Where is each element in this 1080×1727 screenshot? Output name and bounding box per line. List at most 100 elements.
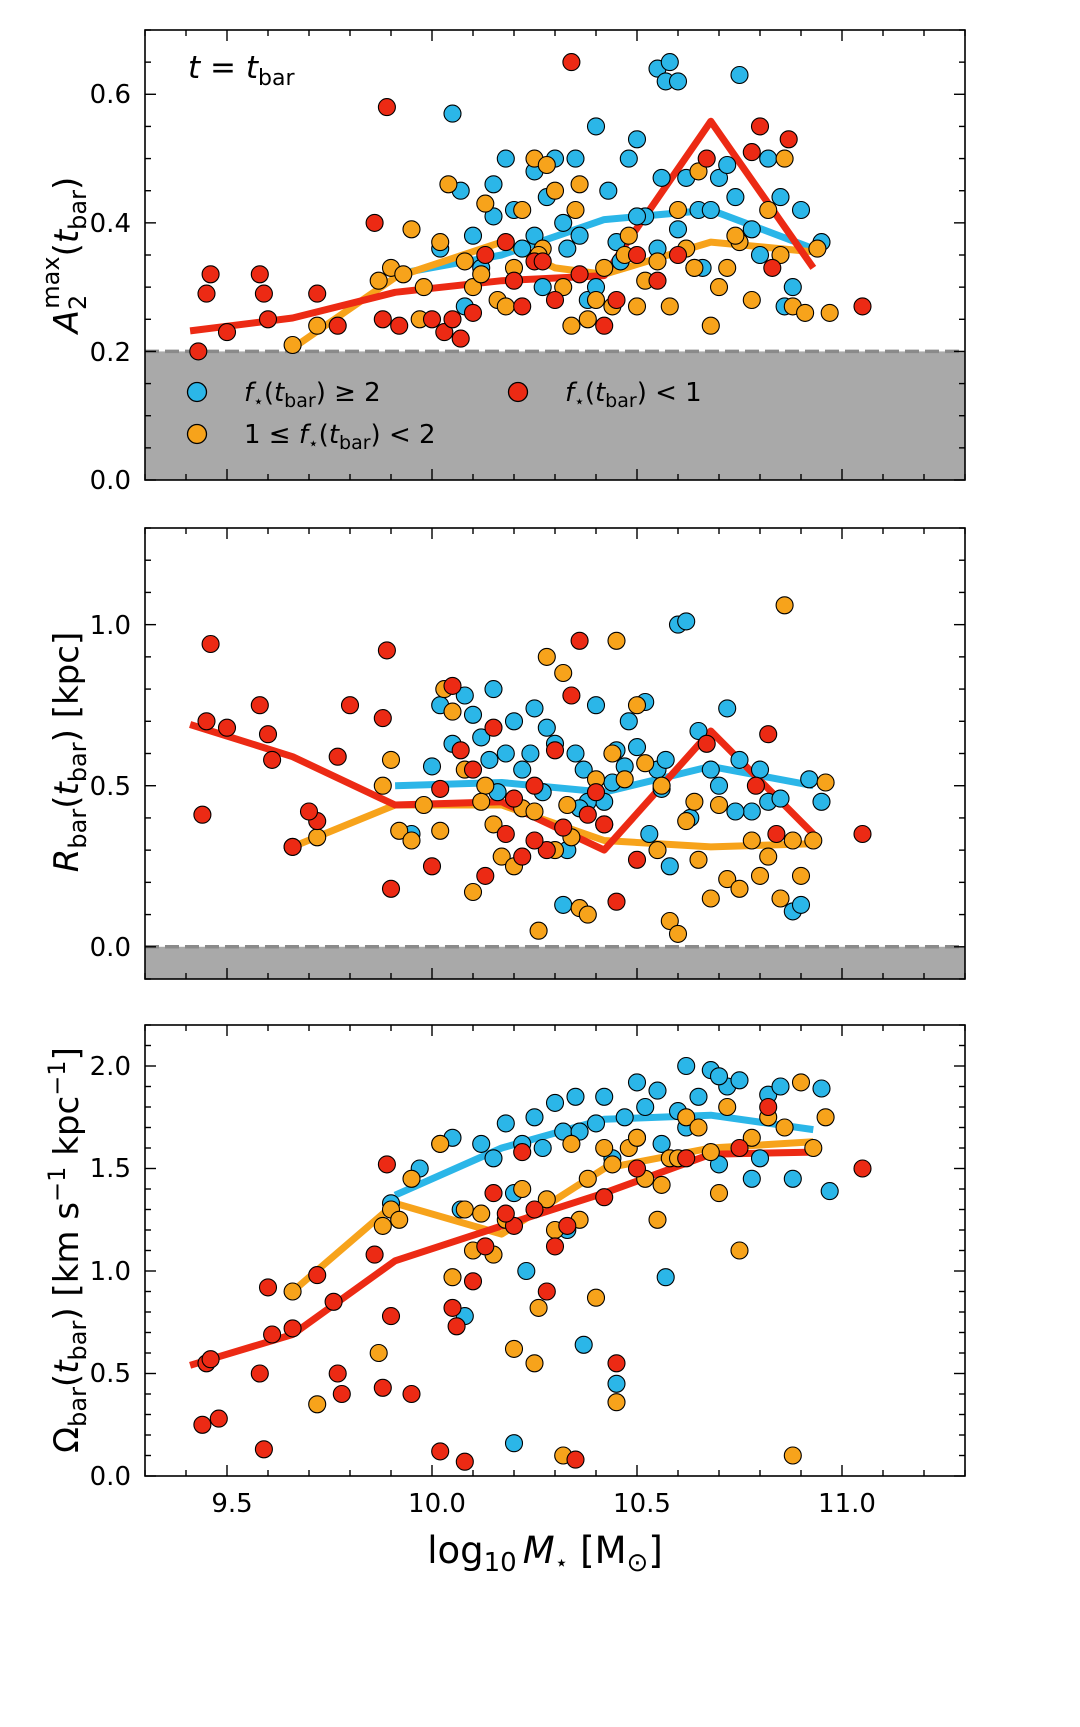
scatter-point-mid (677, 812, 696, 831)
scatter-point-high (783, 1169, 802, 1188)
tick-marks (144, 1024, 966, 1477)
scatter-point-mid (496, 297, 515, 316)
scatter-point-mid (750, 866, 770, 885)
scatter-point-mid (537, 155, 556, 175)
scatter-point-mid (443, 1268, 462, 1287)
scatter-point-mid (615, 770, 634, 789)
scatter-point-mid (369, 271, 388, 290)
y-axis-label: Rbar(tbar) [kpc] (47, 632, 92, 872)
scatter-point-low (435, 323, 454, 342)
scatter-point-mid (578, 905, 597, 924)
scatter-point-high (472, 728, 491, 747)
scatter-point-mid (668, 924, 688, 943)
scatter-point-low (476, 1237, 495, 1256)
scatter-point-high (627, 1073, 647, 1092)
scatter-point-high (656, 750, 675, 769)
scatter-point-mid (771, 245, 790, 265)
scatter-point-mid (562, 316, 581, 335)
scatter-point-high (496, 1114, 515, 1133)
scatter-point-mid (627, 297, 647, 316)
scatter-point-mid (648, 841, 667, 860)
scatter-point-mid (525, 1354, 544, 1373)
scatter-point-low (201, 1350, 220, 1369)
scatter-point-low (328, 316, 347, 335)
scatter-point-low (607, 892, 626, 911)
scatter-point-mid (390, 821, 409, 840)
scatter-point-high (607, 1374, 626, 1393)
scatter-point-low (197, 284, 216, 303)
scatter-point-mid (648, 252, 667, 271)
scatter-point-high (484, 680, 503, 699)
scatter-point-low (263, 750, 282, 769)
scatter-point-low (648, 271, 667, 290)
scatter-point-high (709, 168, 729, 187)
scatter-point-low (402, 1384, 421, 1404)
scatter-point-mid (439, 175, 458, 194)
scatter-point-low (422, 310, 442, 329)
scatter-point-high (513, 239, 532, 258)
scatter-point-low (759, 725, 778, 744)
scatter-point-high (586, 117, 606, 136)
scatter-point-low (377, 641, 396, 660)
scatter-point-high (652, 1134, 671, 1153)
scatter-point-low (537, 1282, 556, 1301)
legend-label-mid: 1 ≤ f⋆(tbar) < 2 (244, 420, 436, 454)
scatter-point-high (730, 65, 749, 85)
scatter-point-high (709, 1067, 729, 1086)
scatter-point-mid (668, 200, 688, 220)
scatter-point-mid (472, 265, 491, 284)
scatter-point-high (463, 226, 483, 245)
scatter-point-high (496, 744, 515, 763)
scatter-point-high (677, 1056, 696, 1076)
scatter-point-low (607, 290, 626, 310)
scatter-point-mid (742, 290, 761, 310)
scatter-point-mid (373, 776, 392, 795)
legend-marker-mid (186, 423, 208, 445)
scatter-point-low (217, 323, 237, 342)
scatter-point-low (390, 316, 409, 335)
scatter-point-mid (718, 870, 737, 889)
scatter-point-high (791, 200, 811, 220)
scatter-point-high (771, 188, 790, 207)
scatter-point-mid (742, 831, 761, 850)
scatter-point-low (742, 143, 761, 162)
scatter-point-low (201, 634, 220, 654)
scatter-point-low (525, 1200, 544, 1219)
scatter-point-low (377, 1155, 396, 1174)
scatter-point-mid (804, 1138, 823, 1158)
scatter-point-high (422, 757, 442, 776)
scatter-point-mid (476, 776, 495, 795)
scatter-point-low (545, 1237, 565, 1256)
scatter-point-low (476, 866, 495, 885)
scatter-point-high (771, 789, 790, 808)
scatter-point-high (648, 1081, 667, 1100)
scatter-point-low (595, 316, 614, 335)
scatter-point-low (513, 847, 532, 866)
scatter-point-mid (529, 1298, 548, 1317)
scatter-point-high (668, 220, 688, 239)
scatter-point-low (779, 130, 798, 149)
scatter-point-mid (554, 663, 573, 683)
scatter-point-low (668, 245, 688, 265)
scatter-point-low (607, 1354, 626, 1373)
scatter-point-mid (652, 1175, 671, 1194)
scatter-point-high (750, 245, 770, 265)
y-axis-label: A2max(tbar) (37, 177, 92, 336)
scatter-point-high (455, 686, 474, 705)
tick-marks (144, 29, 966, 481)
scatter-point-mid (308, 828, 327, 847)
scatter-point-high (480, 750, 499, 769)
scatter-point-high (595, 1087, 614, 1106)
scatter-point-low (525, 776, 544, 795)
scatter-point-low (750, 117, 770, 136)
scatter-point-mid (455, 252, 474, 271)
median-line-high (393, 1111, 814, 1199)
scatter-point-low (746, 776, 765, 795)
scatter-point-mid (730, 1241, 749, 1260)
scatter-point-mid (586, 290, 606, 310)
scatter-point-high (463, 705, 483, 724)
legend-label-low: f⋆(tbar) < 1 (565, 378, 702, 412)
scatter-point-high (586, 1114, 606, 1133)
legend-marker-high (186, 381, 208, 403)
